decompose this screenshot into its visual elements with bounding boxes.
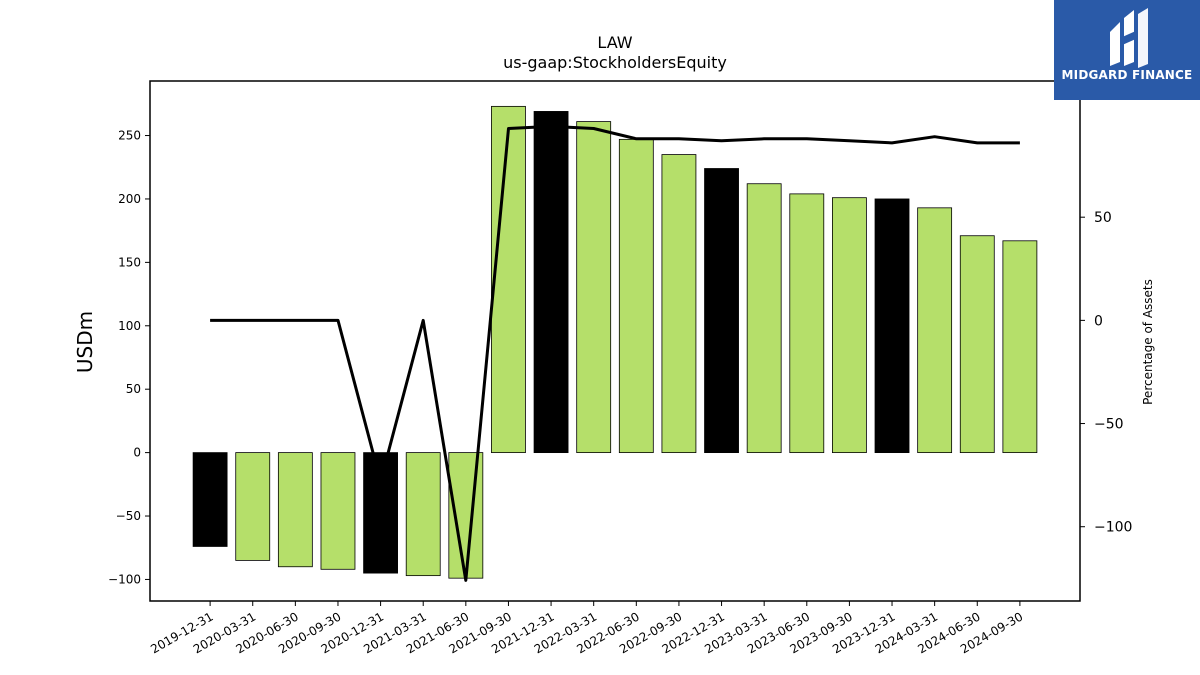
bar-2020-03-31	[235, 452, 271, 561]
bar-2021-12-31	[533, 111, 569, 454]
bar-2021-09-30	[491, 105, 526, 454]
bar-2022-06-30	[618, 138, 654, 454]
bar-2022-03-31	[576, 121, 612, 454]
bar-2024-03-31	[917, 207, 953, 454]
line-group	[210, 124, 1020, 582]
right-tick-label: 50	[1094, 210, 1112, 226]
left-tick-label: 250	[118, 129, 141, 143]
right-tick-label: 0	[1094, 313, 1103, 329]
bar-2024-06-30	[959, 235, 995, 454]
bar-2022-12-31	[704, 168, 739, 454]
midgard-logo: MIDGARD FINANCE	[1054, 0, 1200, 100]
left-tick-label: 200	[118, 192, 141, 206]
bar-2023-09-30	[832, 197, 867, 454]
bar-2019-12-31	[192, 452, 228, 547]
bar-2024-09-30	[1002, 240, 1038, 454]
right-axis-ticks: −100 −50 0 50	[1080, 210, 1132, 536]
y2-axis-label: Percentage of Assets	[1141, 279, 1155, 405]
logo-mark-icon	[1110, 8, 1148, 68]
left-tick-label: 50	[126, 382, 141, 396]
y-axis-label: USDm	[73, 311, 97, 373]
bar-2023-06-30	[789, 193, 825, 454]
right-tick-label: −50	[1094, 417, 1124, 433]
plot-frame	[149, 80, 1081, 602]
bar-2023-12-31	[874, 198, 910, 454]
left-tick-label: 100	[118, 319, 141, 333]
chart-subtitle: us-gaap:StockholdersEquity	[503, 53, 727, 72]
bar-2020-06-30	[277, 452, 313, 568]
left-tick-label: 150	[118, 255, 141, 269]
left-tick-label: −50	[116, 509, 141, 523]
bar-2020-12-31	[363, 452, 398, 574]
left-tick-label: 0	[133, 446, 141, 460]
percentage-line	[210, 124, 1020, 582]
x-axis-ticks: 2019-12-312020-03-312020-06-302020-09-30…	[148, 601, 1025, 656]
bar-2022-09-30	[661, 154, 697, 454]
logo-text: MIDGARD FINANCE	[1061, 68, 1193, 82]
left-axis-ticks: −100 −50 0 50 100 150 200 250	[108, 129, 150, 586]
right-tick-label: −100	[1094, 520, 1132, 536]
bar-2023-03-31	[746, 183, 782, 454]
chart-title: LAW	[597, 33, 632, 52]
bar-2020-09-30	[320, 452, 356, 570]
bars-group	[192, 105, 1038, 579]
bar-2021-03-31	[405, 452, 441, 577]
left-tick-label: −100	[108, 572, 141, 586]
